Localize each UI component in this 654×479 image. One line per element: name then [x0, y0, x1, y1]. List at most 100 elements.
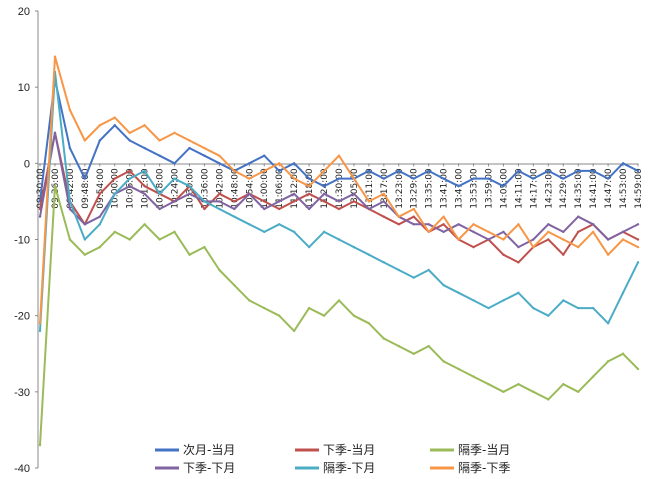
- data-point: [263, 200, 266, 203]
- data-point: [412, 207, 415, 211]
- data-point: [322, 169, 326, 173]
- data-point: [158, 238, 161, 241]
- series-layer: [38, 55, 640, 447]
- data-point: [517, 223, 520, 226]
- data-point: [382, 215, 386, 218]
- data-point: [487, 306, 490, 310]
- x-tick-label: 11:24:00: [320, 168, 330, 209]
- series-4: [38, 131, 640, 249]
- data-point: [591, 223, 595, 226]
- legend-item: 次月-当月: [155, 443, 235, 457]
- data-point: [562, 383, 565, 386]
- series-3: [38, 184, 640, 447]
- data-point: [606, 238, 610, 241]
- data-point: [367, 253, 371, 256]
- data-point: [173, 177, 176, 180]
- data-point: [307, 177, 311, 180]
- x-tick-label: 14:41:00: [589, 168, 599, 209]
- x-tick-label: 11:06:00: [275, 168, 285, 209]
- data-point: [203, 200, 206, 203]
- data-point: [427, 268, 430, 272]
- legend-label: 隔季-下月: [323, 461, 375, 475]
- x-tick-label: 14:23:00: [544, 168, 554, 209]
- data-point: [173, 131, 176, 135]
- data-point: [248, 223, 251, 226]
- data-point: [113, 230, 116, 234]
- data-point: [233, 284, 236, 287]
- data-point: [547, 238, 550, 241]
- data-point: [397, 268, 400, 272]
- data-point: [278, 223, 281, 226]
- data-point: [292, 162, 296, 165]
- x-tick-label: 13:59:00: [485, 168, 495, 209]
- y-tick-label: -20: [14, 311, 30, 323]
- data-point: [113, 177, 116, 180]
- data-point: [442, 284, 445, 287]
- data-point: [128, 169, 131, 173]
- x-tick-label: 13:41:00: [440, 168, 450, 209]
- data-point: [248, 162, 251, 165]
- data-point: [636, 367, 640, 371]
- data-point: [427, 230, 430, 234]
- data-point: [278, 162, 281, 165]
- data-point: [263, 207, 266, 211]
- data-point: [188, 139, 191, 142]
- data-point: [113, 124, 116, 127]
- data-point: [218, 207, 221, 211]
- data-point: [203, 245, 206, 249]
- data-point: [158, 154, 161, 157]
- legend-label: 次月-当月: [183, 443, 235, 457]
- data-point: [472, 230, 475, 234]
- y-tick-label: 20: [18, 6, 30, 18]
- data-point: [322, 192, 326, 195]
- x-tick-label: 14:59:00: [634, 168, 644, 209]
- data-point: [397, 169, 400, 173]
- data-point: [83, 177, 87, 180]
- legend-label: 隔季-下季: [458, 461, 510, 475]
- data-point: [307, 245, 311, 249]
- data-point: [562, 230, 565, 234]
- legend-label: 隔季-当月: [458, 443, 510, 457]
- data-point: [577, 169, 580, 173]
- data-point: [352, 192, 356, 195]
- data-point: [427, 344, 430, 348]
- legend-label: 下季-下月: [183, 461, 235, 475]
- data-point: [606, 360, 610, 363]
- data-point: [322, 184, 326, 188]
- data-point: [98, 223, 102, 226]
- data-point: [292, 177, 296, 180]
- data-point: [98, 192, 102, 195]
- x-tick-label: 10:18:00: [156, 168, 166, 209]
- x-tick-label: 13:17:00: [380, 168, 390, 209]
- data-point: [278, 207, 281, 211]
- data-point: [68, 200, 72, 203]
- data-point: [636, 238, 640, 241]
- x-tick-label: 14:17:00: [529, 168, 539, 209]
- data-point: [292, 192, 296, 195]
- data-point: [173, 200, 176, 203]
- data-point: [128, 139, 131, 142]
- data-point: [442, 215, 445, 218]
- data-point: [113, 116, 116, 119]
- data-point: [233, 169, 236, 173]
- data-point: [188, 146, 191, 150]
- data-point: [517, 261, 520, 264]
- data-point: [517, 291, 520, 295]
- x-tick-label: 14:47:00: [604, 168, 614, 209]
- data-point: [83, 139, 87, 142]
- data-point: [263, 154, 266, 157]
- data-point: [38, 322, 42, 325]
- y-tick-label: -10: [14, 235, 30, 247]
- data-point: [621, 238, 625, 241]
- data-point: [606, 322, 610, 325]
- data-point: [337, 207, 341, 211]
- data-point: [322, 314, 326, 317]
- series-5: [38, 70, 640, 333]
- data-point: [472, 245, 475, 249]
- data-point: [397, 344, 400, 348]
- data-point: [562, 253, 565, 256]
- x-tick-label: 13:53:00: [470, 168, 480, 209]
- x-tick-label: 14:35:00: [574, 168, 584, 209]
- data-point: [636, 245, 640, 249]
